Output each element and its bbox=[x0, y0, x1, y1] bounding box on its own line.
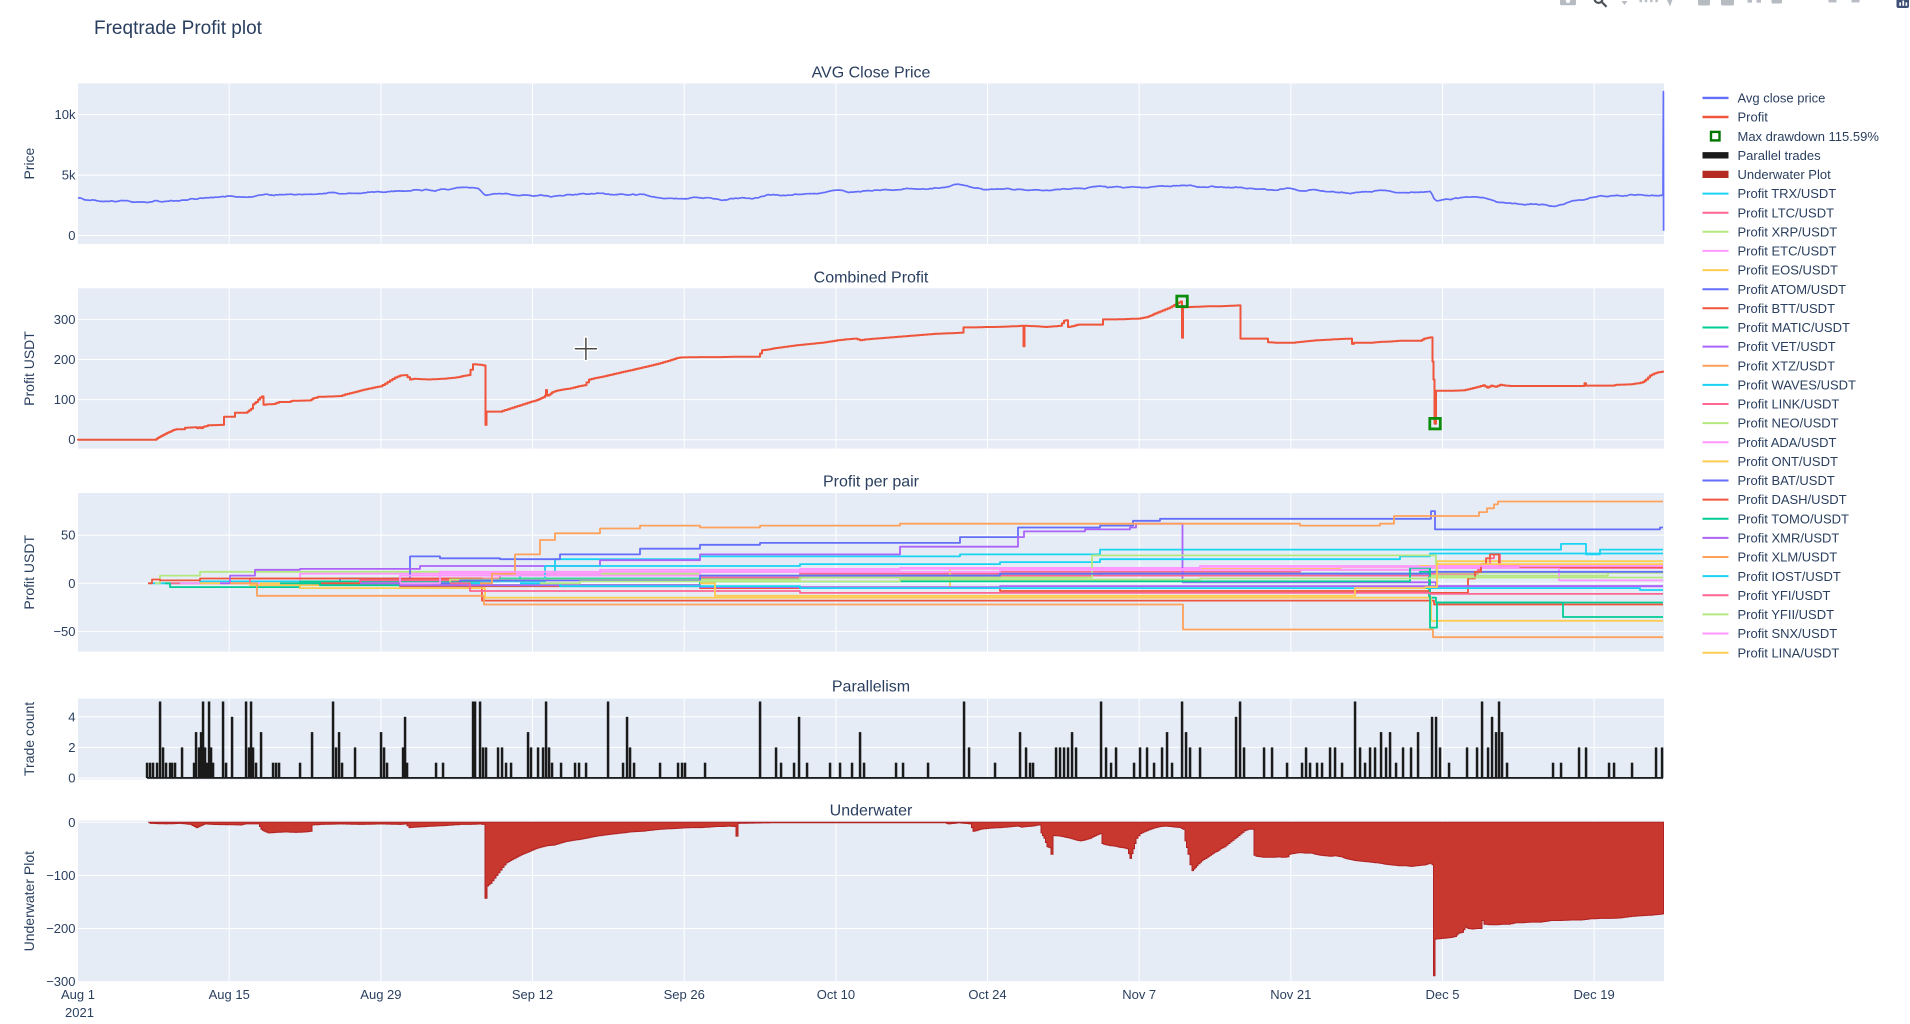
svg-text:5k: 5k bbox=[62, 168, 76, 183]
svg-text:0: 0 bbox=[68, 771, 75, 786]
svg-text:Profit YFII/USDT: Profit YFII/USDT bbox=[1738, 607, 1835, 622]
svg-text:0: 0 bbox=[68, 815, 75, 830]
svg-text:Profit SNX/USDT: Profit SNX/USDT bbox=[1738, 626, 1838, 641]
svg-text:Underwater Plot: Underwater Plot bbox=[21, 851, 37, 951]
svg-text:Dec 5: Dec 5 bbox=[1426, 987, 1460, 1002]
svg-text:Max drawdown 115.59%: Max drawdown 115.59% bbox=[1738, 129, 1880, 144]
svg-text:Parallel trades: Parallel trades bbox=[1738, 148, 1822, 163]
svg-text:Oct 10: Oct 10 bbox=[817, 987, 855, 1002]
svg-text:10k: 10k bbox=[55, 107, 76, 122]
svg-text:Profit USDT: Profit USDT bbox=[21, 535, 37, 610]
svg-text:4: 4 bbox=[68, 709, 75, 724]
svg-text:Profit LINK/USDT: Profit LINK/USDT bbox=[1738, 397, 1840, 412]
svg-text:Profit LTC/USDT: Profit LTC/USDT bbox=[1738, 205, 1835, 220]
svg-text:Profit XRP/USDT: Profit XRP/USDT bbox=[1738, 224, 1838, 239]
svg-text:Aug 15: Aug 15 bbox=[209, 987, 250, 1002]
svg-text:Profit BAT/USDT: Profit BAT/USDT bbox=[1738, 473, 1835, 488]
svg-text:−50: −50 bbox=[53, 624, 75, 639]
svg-text:200: 200 bbox=[54, 352, 76, 367]
svg-text:Oct 24: Oct 24 bbox=[968, 987, 1006, 1002]
svg-text:Profit per pair: Profit per pair bbox=[823, 474, 920, 491]
svg-text:Dec 19: Dec 19 bbox=[1573, 987, 1614, 1002]
svg-text:Profit MATIC/USDT: Profit MATIC/USDT bbox=[1738, 320, 1850, 335]
svg-text:Profit YFI/USDT: Profit YFI/USDT bbox=[1738, 588, 1831, 603]
svg-text:−300: −300 bbox=[46, 974, 75, 989]
svg-text:Profit XTZ/USDT: Profit XTZ/USDT bbox=[1738, 358, 1836, 373]
svg-text:Aug 1: Aug 1 bbox=[61, 987, 95, 1002]
svg-text:Freqtrade Profit plot: Freqtrade Profit plot bbox=[94, 18, 263, 39]
svg-text:Profit IOST/USDT: Profit IOST/USDT bbox=[1738, 569, 1841, 584]
svg-text:Profit EOS/USDT: Profit EOS/USDT bbox=[1738, 263, 1838, 278]
svg-text:Profit DASH/USDT: Profit DASH/USDT bbox=[1738, 492, 1847, 507]
svg-text:Profit XLM/USDT: Profit XLM/USDT bbox=[1738, 550, 1838, 565]
svg-text:2021: 2021 bbox=[65, 1005, 94, 1020]
svg-text:Underwater: Underwater bbox=[830, 803, 913, 820]
svg-text:50: 50 bbox=[61, 528, 75, 543]
svg-text:Combined Profit: Combined Profit bbox=[814, 270, 929, 287]
svg-text:100: 100 bbox=[54, 392, 76, 407]
svg-text:Profit ATOM/USDT: Profit ATOM/USDT bbox=[1738, 282, 1847, 297]
svg-text:Sep 12: Sep 12 bbox=[512, 987, 553, 1002]
svg-text:Profit LINA/USDT: Profit LINA/USDT bbox=[1738, 645, 1840, 660]
svg-text:Profit ONT/USDT: Profit ONT/USDT bbox=[1738, 454, 1838, 469]
svg-text:2: 2 bbox=[68, 740, 75, 755]
svg-text:Nov 21: Nov 21 bbox=[1270, 987, 1311, 1002]
svg-text:Aug 29: Aug 29 bbox=[360, 987, 401, 1002]
svg-text:Sep 26: Sep 26 bbox=[664, 987, 705, 1002]
svg-text:−100: −100 bbox=[46, 868, 75, 883]
svg-text:Profit NEO/USDT: Profit NEO/USDT bbox=[1738, 416, 1839, 431]
svg-text:Profit WAVES/USDT: Profit WAVES/USDT bbox=[1738, 378, 1857, 393]
svg-text:Parallelism: Parallelism bbox=[832, 679, 910, 696]
svg-text:Profit ADA/USDT: Profit ADA/USDT bbox=[1738, 435, 1837, 450]
svg-text:Profit TOMO/USDT: Profit TOMO/USDT bbox=[1738, 511, 1850, 526]
svg-text:0: 0 bbox=[68, 432, 75, 447]
svg-text:Profit XMR/USDT: Profit XMR/USDT bbox=[1738, 531, 1840, 546]
svg-text:0: 0 bbox=[68, 228, 75, 243]
svg-text:300: 300 bbox=[54, 312, 76, 327]
svg-text:Profit TRX/USDT: Profit TRX/USDT bbox=[1738, 186, 1837, 201]
svg-text:0: 0 bbox=[68, 576, 75, 591]
svg-text:Nov 7: Nov 7 bbox=[1122, 987, 1156, 1002]
svg-text:Underwater Plot: Underwater Plot bbox=[1738, 167, 1832, 182]
svg-text:Avg close price: Avg close price bbox=[1738, 91, 1826, 106]
svg-text:Profit ETC/USDT: Profit ETC/USDT bbox=[1738, 244, 1837, 259]
svg-text:−200: −200 bbox=[46, 921, 75, 936]
svg-text:Profit USDT: Profit USDT bbox=[21, 331, 37, 406]
svg-text:Profit VET/USDT: Profit VET/USDT bbox=[1738, 339, 1836, 354]
svg-text:Price: Price bbox=[21, 147, 37, 179]
svg-text:AVG Close Price: AVG Close Price bbox=[812, 65, 931, 82]
svg-text:Profit: Profit bbox=[1738, 110, 1769, 125]
svg-text:Trade count: Trade count bbox=[21, 702, 37, 776]
svg-text:Profit BTT/USDT: Profit BTT/USDT bbox=[1738, 301, 1836, 316]
